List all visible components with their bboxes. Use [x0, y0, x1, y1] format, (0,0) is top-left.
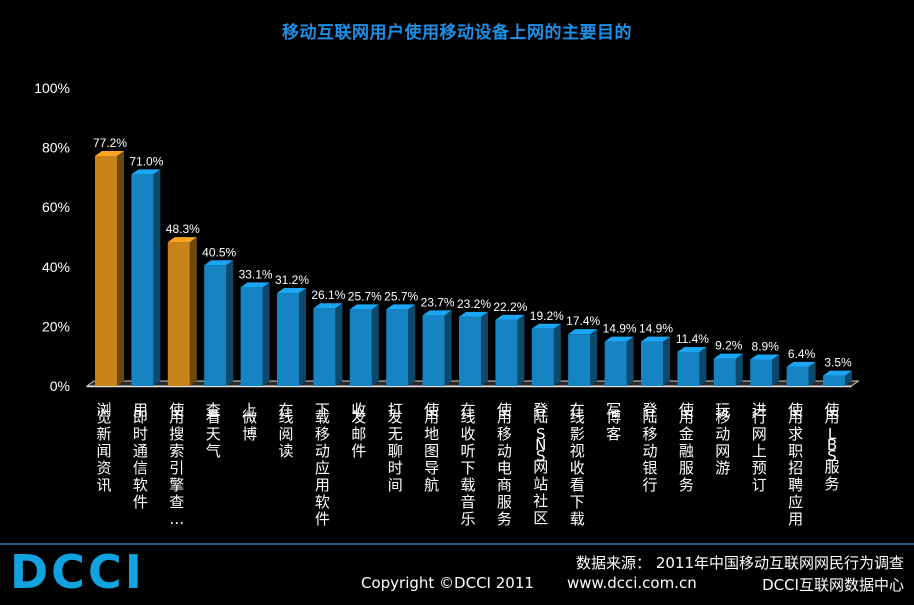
x-category-label: 收发邮件: [351, 401, 366, 460]
value-label: 31.2%: [275, 273, 309, 287]
x-category-label: 使用金融服务: [679, 401, 694, 494]
bar: [204, 260, 234, 386]
value-label: 17.4%: [566, 314, 600, 328]
value-label: 26.1%: [311, 288, 345, 302]
value-label: 33.1%: [239, 267, 273, 281]
x-category-label: 下载移动应用软件: [315, 401, 330, 528]
y-tick-label: 40%: [42, 259, 70, 275]
value-label: 19.2%: [530, 309, 564, 323]
bar: [677, 347, 707, 386]
bar: [349, 304, 379, 386]
data-source: 数据来源： 2011年中国移动互联网网民行为调查: [576, 554, 904, 572]
bar: [459, 311, 488, 386]
x-category-label: 登陆 S N S 网站社区: [533, 401, 548, 527]
website-link[interactable]: www.dcci.com.cn: [567, 574, 697, 592]
x-category-label: 写博客: [606, 401, 621, 443]
x-category-label: 在线影视收看下载: [570, 401, 585, 528]
bar: [641, 336, 670, 386]
value-label: 8.9%: [752, 339, 780, 353]
value-label: 14.9%: [639, 322, 673, 336]
value-label: 22.2%: [493, 300, 527, 314]
bar: [568, 329, 598, 386]
value-label: 40.5%: [202, 245, 236, 259]
y-tick-label: 100%: [34, 80, 70, 96]
value-label: 25.7%: [384, 289, 418, 303]
bar: [531, 323, 561, 386]
x-category-label: 查看天气: [206, 401, 221, 460]
y-tick-label: 60%: [42, 199, 70, 215]
x-category-label: 使用求职招聘应用: [788, 401, 803, 528]
y-tick-label: 80%: [42, 140, 70, 156]
bar: [604, 336, 634, 386]
x-category-label: 浏览新闻资讯: [96, 401, 111, 494]
x-category-label: 打发无聊时间: [388, 401, 403, 494]
value-label: 14.9%: [603, 322, 637, 336]
x-category-label: 登陆移动银行: [642, 401, 657, 494]
value-label: 77.2%: [93, 136, 127, 150]
x-category-label: 用即时通信软件: [133, 401, 148, 511]
bar: [131, 169, 161, 386]
bar: [386, 304, 416, 386]
bar: [313, 303, 343, 386]
chart-title: 移动互联网用户使用移动设备上网的主要目的: [282, 23, 632, 43]
y-tick-label: 20%: [42, 318, 70, 334]
organization-name: DCCI互联网数据中心: [762, 576, 904, 594]
copyright-text: Copyright ©DCCI 2011: [361, 574, 534, 592]
value-label: 23.2%: [457, 297, 491, 311]
bar: [786, 361, 816, 386]
bar: [95, 150, 124, 386]
x-category-label: 在线阅读: [278, 401, 293, 460]
x-category-label: 玩移动网游: [715, 401, 730, 477]
x-category-label: 上微博: [242, 401, 257, 443]
value-label: 71.0%: [129, 154, 163, 168]
x-category-label: 使用搜索引擎查…: [169, 401, 184, 528]
x-category-label: 使用 L B S 服务: [824, 401, 839, 493]
bar: [495, 314, 525, 386]
bar: [277, 288, 306, 386]
value-label: 25.7%: [348, 289, 382, 303]
x-category-label: 在线收听下载音乐: [460, 401, 475, 528]
value-label: 6.4%: [788, 347, 816, 361]
bar-chart: 0% 20% 40% 60% 80% 100% 77.2% 浏览新闻资讯 71.0% 用即时通信软…: [34, 80, 860, 528]
value-label: 48.3%: [166, 222, 200, 236]
x-category-label: 使用移动电商服务: [497, 401, 512, 528]
value-label: 11.4%: [676, 332, 709, 346]
value-label: 9.2%: [715, 339, 743, 353]
bar: [823, 370, 852, 386]
value-label: 23.7%: [421, 295, 455, 309]
bar: [167, 237, 197, 386]
footer-divider: [0, 543, 914, 545]
value-label: 3.5%: [824, 356, 852, 370]
x-category-label: 使用地图导航: [424, 401, 439, 494]
dcci-logo: DCCI: [10, 545, 145, 599]
bar: [713, 353, 743, 386]
bar: [750, 354, 780, 386]
bar: [422, 310, 452, 386]
y-tick-label: 0%: [50, 378, 70, 394]
x-category-label: 进行网上预订: [752, 401, 767, 494]
bar: [240, 282, 270, 386]
